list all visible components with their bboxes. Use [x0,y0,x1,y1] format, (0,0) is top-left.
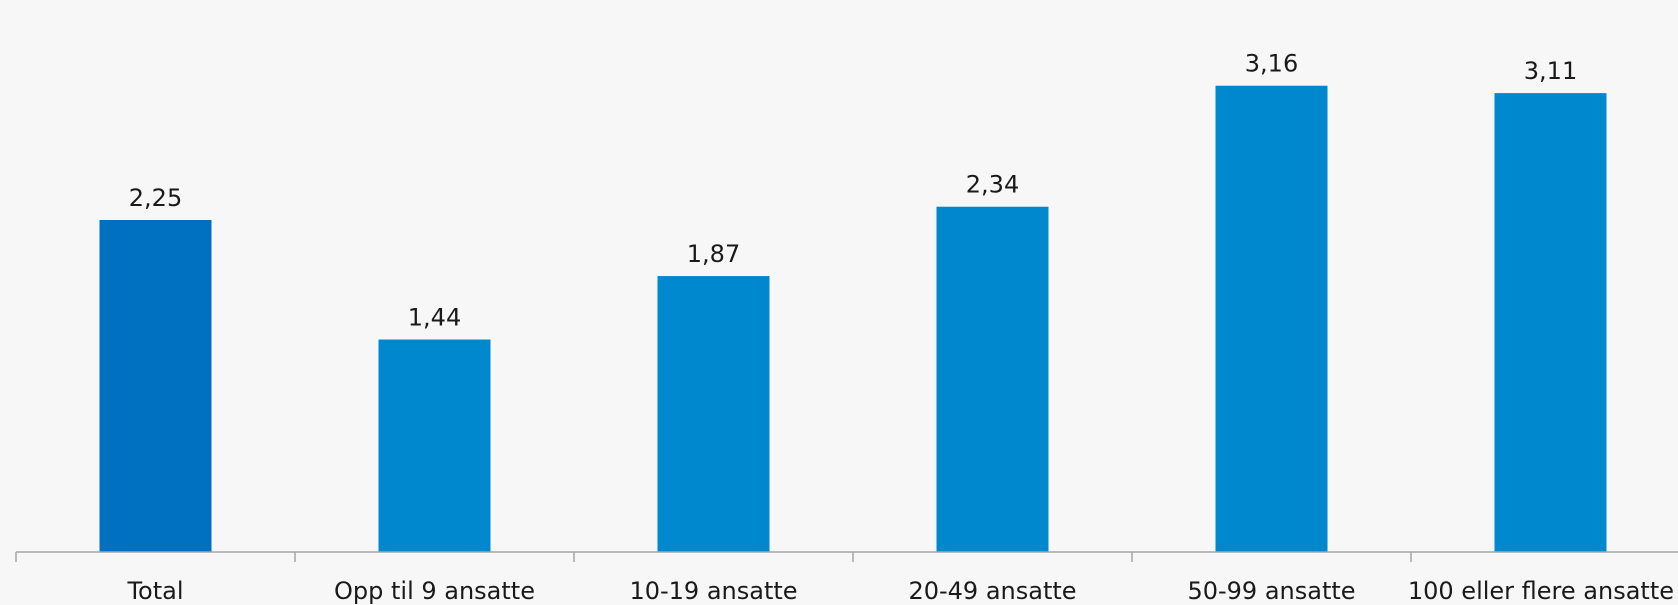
data-label-1: 1,44 [408,304,461,332]
data-label-0: 2,25 [129,184,182,212]
data-label-5: 3,11 [1524,57,1577,85]
bar-2 [657,276,770,552]
bar-3 [936,206,1049,552]
x-tick-label-2: 10-19 ansatte [629,577,797,605]
x-tick-label-4: 50-99 ansatte [1187,577,1355,605]
data-label-3: 2,34 [966,171,1019,199]
data-label-4: 3,16 [1245,50,1298,78]
x-tick-label-0: Total [126,577,183,605]
x-tick-label-3: 20-49 ansatte [908,577,1076,605]
bar-5 [1494,93,1607,552]
data-labels-group: 2,25 1,44 1,87 2,34 3,16 3,11 [129,50,1577,332]
x-tick-label-5: 100 eller flere ansatte [1408,577,1674,605]
bar-0 [99,220,212,552]
x-axis: Total Opp til 9 ansatte 10-19 ansatte 20-49… [15,551,1678,605]
data-label-2: 1,87 [687,240,740,268]
bars-group [99,85,1607,552]
x-tick-label-1: Opp til 9 ansatte [334,577,535,605]
bar-1 [378,339,491,552]
bar-4 [1215,85,1328,552]
